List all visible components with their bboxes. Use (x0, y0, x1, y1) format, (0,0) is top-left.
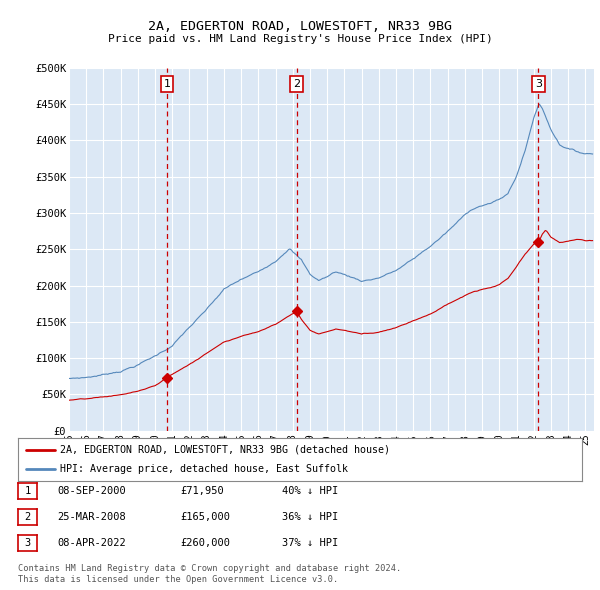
Text: HPI: Average price, detached house, East Suffolk: HPI: Average price, detached house, East… (60, 464, 348, 474)
Text: 2: 2 (293, 79, 300, 89)
Text: Contains HM Land Registry data © Crown copyright and database right 2024.: Contains HM Land Registry data © Crown c… (18, 564, 401, 573)
Text: 1: 1 (25, 486, 31, 496)
Text: 08-SEP-2000: 08-SEP-2000 (57, 486, 126, 496)
Text: 1: 1 (163, 79, 170, 89)
Text: Price paid vs. HM Land Registry's House Price Index (HPI): Price paid vs. HM Land Registry's House … (107, 34, 493, 44)
Text: 2A, EDGERTON ROAD, LOWESTOFT, NR33 9BG: 2A, EDGERTON ROAD, LOWESTOFT, NR33 9BG (148, 20, 452, 33)
Text: 3: 3 (535, 79, 542, 89)
Text: 08-APR-2022: 08-APR-2022 (57, 538, 126, 548)
Text: £165,000: £165,000 (180, 512, 230, 522)
Text: £71,950: £71,950 (180, 486, 224, 496)
Text: 25-MAR-2008: 25-MAR-2008 (57, 512, 126, 522)
Text: £260,000: £260,000 (180, 538, 230, 548)
Text: 3: 3 (25, 538, 31, 548)
Text: 2A, EDGERTON ROAD, LOWESTOFT, NR33 9BG (detached house): 2A, EDGERTON ROAD, LOWESTOFT, NR33 9BG (… (60, 445, 391, 455)
Text: This data is licensed under the Open Government Licence v3.0.: This data is licensed under the Open Gov… (18, 575, 338, 584)
Text: 40% ↓ HPI: 40% ↓ HPI (282, 486, 338, 496)
Text: 36% ↓ HPI: 36% ↓ HPI (282, 512, 338, 522)
Text: 37% ↓ HPI: 37% ↓ HPI (282, 538, 338, 548)
Text: 2: 2 (25, 512, 31, 522)
